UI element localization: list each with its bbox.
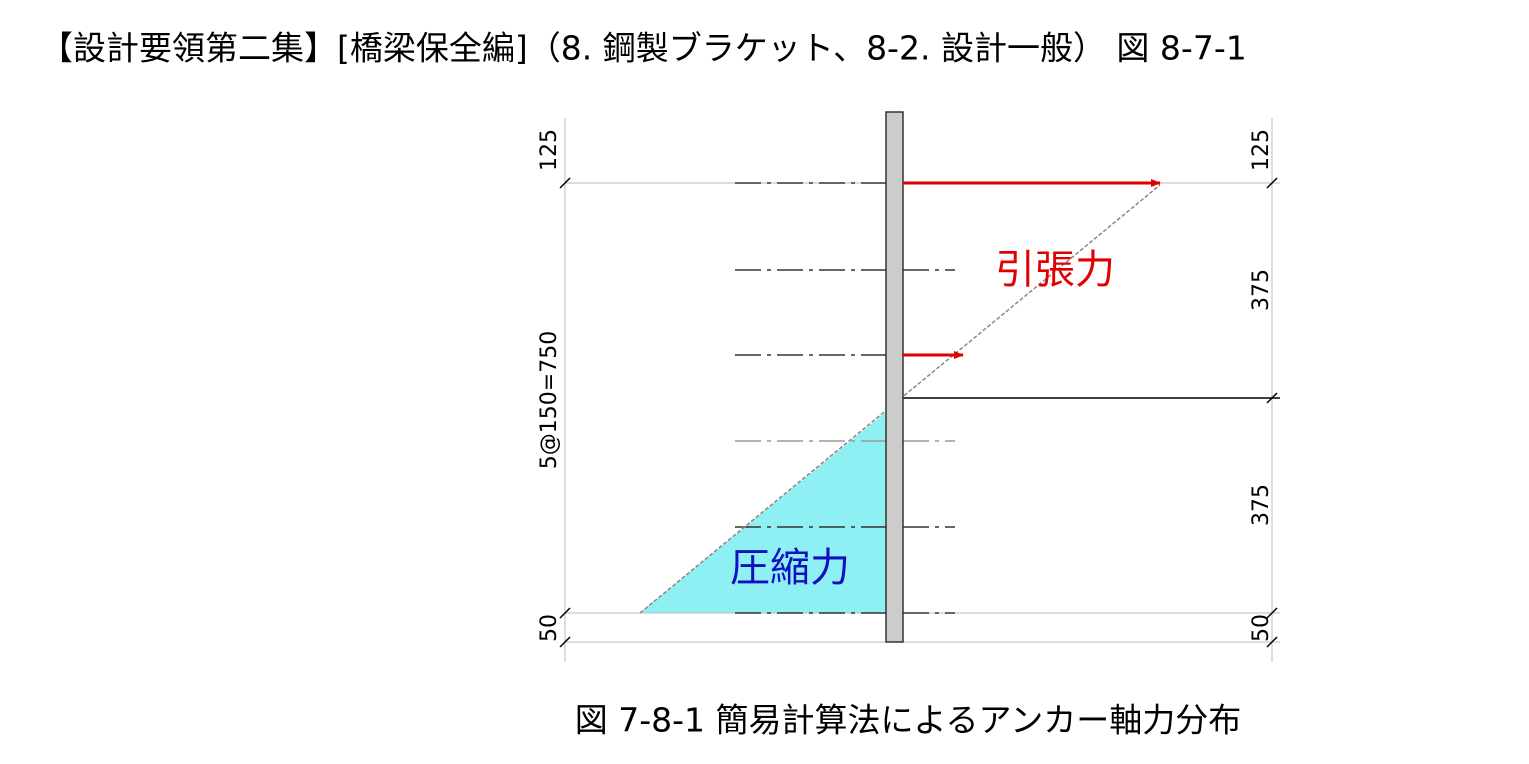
dimension-label: 375 bbox=[1249, 269, 1274, 311]
dimension-label: 50 bbox=[1249, 614, 1274, 642]
anchor-lines bbox=[735, 182, 955, 614]
dimension-label: 5@150=750 bbox=[537, 331, 562, 469]
tension-label: 引張力 bbox=[995, 247, 1115, 293]
compression-label: 圧縮力 bbox=[730, 545, 850, 591]
dimension-label: 375 bbox=[1249, 484, 1274, 526]
title: 【設計要領第二集】[橋梁保全編]（8. 鋼製ブラケット、8-2. 設計一般） 図… bbox=[40, 29, 1247, 68]
dimension-label: 125 bbox=[1249, 129, 1274, 171]
dimension-label: 50 bbox=[537, 614, 562, 642]
dimension-ticks bbox=[559, 177, 1278, 648]
dimension-label: 125 bbox=[537, 129, 562, 171]
extension-lines bbox=[564, 118, 1280, 662]
caption: 図 7-8-1 簡易計算法によるアンカー軸力分布 bbox=[575, 701, 1241, 740]
plate bbox=[885, 111, 904, 643]
